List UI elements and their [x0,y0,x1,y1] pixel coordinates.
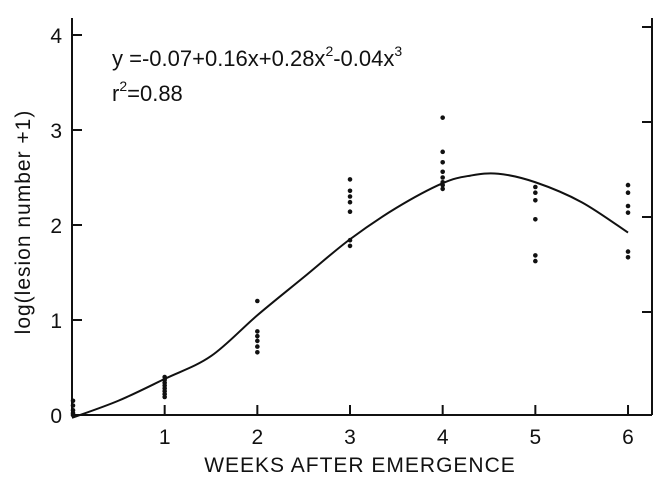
data-point [255,350,260,355]
data-point [533,217,538,222]
data-point [347,177,353,182]
data-point [440,182,445,188]
data-point [255,338,260,344]
data-point [440,175,445,180]
data-point [440,115,445,120]
data-point [625,190,631,195]
data-point [255,298,260,304]
y-axis-title: log(lesion number +1) [12,110,35,335]
data-point [347,188,353,194]
data-point [70,398,76,404]
fitted-curve [71,172,629,419]
data-point [440,160,445,165]
data-point [533,184,538,190]
data-point [533,253,538,258]
y-tick-label: 3 [50,120,62,143]
data-point [440,169,445,175]
data-point [533,198,538,203]
x-ticks: 1 2 3 4 5 6 [159,405,634,449]
y-tick-label: 4 [50,25,62,48]
equation-exp1: 2 [325,43,333,59]
data-point [625,210,631,215]
x-tick-label: 3 [344,426,356,449]
equation-lead: y =-0.07+0.16x+0.28x [112,46,325,71]
data-point [625,254,631,260]
data-point [347,199,353,205]
equation-annotation: y =-0.07+0.16x+0.28x2-0.04x3 [112,43,402,71]
r-squared-value: =0.88 [127,81,183,106]
right-axis-ticks [642,26,652,313]
data-point [440,186,445,192]
data-point [625,203,631,209]
x-tick-label: 2 [251,426,263,449]
data-point [162,394,167,400]
data-point [255,333,260,339]
r-squared-annotation: r2=0.88 [112,78,183,106]
equation-exp2: 3 [394,43,402,59]
data-point [625,182,631,188]
data-point [255,329,260,334]
y-tick-label: 0 [50,405,62,428]
data-point [347,194,353,199]
data-point [533,258,538,264]
data-point [440,149,445,155]
data-point [255,344,260,349]
y-tick-label: 1 [50,310,62,333]
data-point [70,412,76,418]
equation-mid: -0.04x [333,46,394,71]
data-point [347,243,353,249]
data-point [533,190,538,195]
data-point [70,403,76,408]
x-tick-label: 1 [159,426,171,449]
data-point [347,237,353,243]
y-ticks: 0 1 2 3 4 [50,25,82,428]
r-squared-exp: 2 [119,78,127,94]
x-tick-label: 4 [437,426,449,449]
x-tick-label: 5 [530,426,542,449]
data-point [625,249,631,254]
x-axis-title: WEEKS AFTER EMERGENCE [204,454,516,477]
x-tick-label: 6 [622,426,634,449]
r-squared-lead: r [112,81,119,106]
y-tick-label: 2 [50,215,62,238]
data-points [70,115,631,418]
data-point [347,209,353,214]
